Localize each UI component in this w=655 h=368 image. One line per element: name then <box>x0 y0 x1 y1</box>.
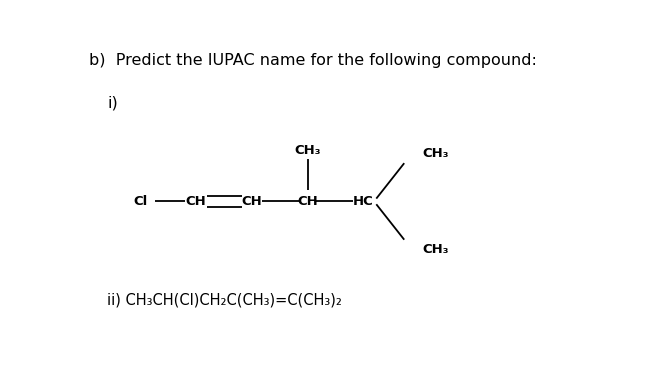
Text: CH: CH <box>242 195 262 208</box>
Text: Cl: Cl <box>133 195 147 208</box>
Text: b)  Predict the IUPAC name for the following compound:: b) Predict the IUPAC name for the follow… <box>90 53 537 68</box>
Text: ii) CH₃CH(Cl)CH₂C(CH₃)=C(CH₃)₂: ii) CH₃CH(Cl)CH₂C(CH₃)=C(CH₃)₂ <box>107 293 342 308</box>
Text: HC: HC <box>353 195 374 208</box>
Text: CH: CH <box>297 195 318 208</box>
Text: CH₃: CH₃ <box>422 243 449 256</box>
Text: CH₃: CH₃ <box>295 144 321 157</box>
Text: i): i) <box>107 95 118 110</box>
Text: CH: CH <box>186 195 206 208</box>
Text: CH₃: CH₃ <box>422 147 449 160</box>
